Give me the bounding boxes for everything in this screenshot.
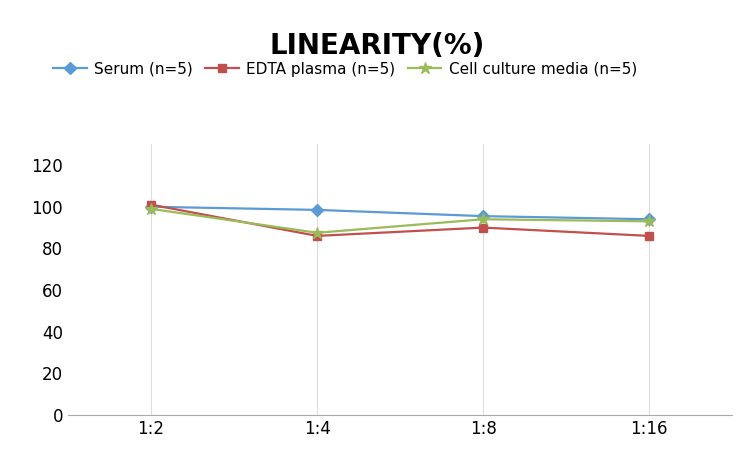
Legend: Serum (n=5), EDTA plasma (n=5), Cell culture media (n=5): Serum (n=5), EDTA plasma (n=5), Cell cul… (53, 62, 637, 77)
Text: LINEARITY(%): LINEARITY(%) (270, 32, 485, 60)
